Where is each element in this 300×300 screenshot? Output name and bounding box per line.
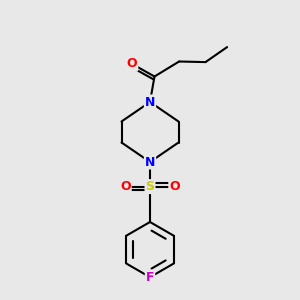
Text: O: O (120, 180, 131, 193)
Text: O: O (127, 57, 137, 70)
Text: F: F (146, 271, 154, 284)
Text: O: O (169, 180, 180, 193)
Text: N: N (145, 95, 155, 109)
Text: N: N (145, 155, 155, 169)
Text: S: S (146, 180, 154, 193)
